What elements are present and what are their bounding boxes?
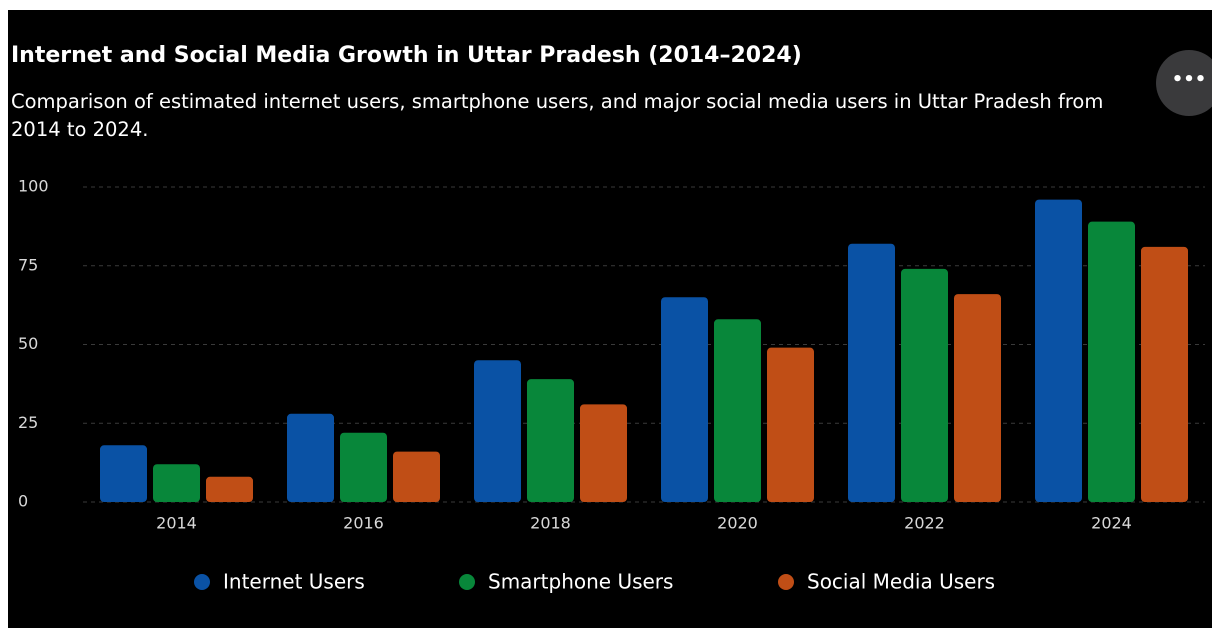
legend-label: Smartphone Users [488, 570, 673, 594]
chart-title: Internet and Social Media Growth in Utta… [11, 43, 802, 68]
x-tick-label: 2020 [717, 514, 758, 533]
legend-label: Social Media Users [807, 570, 995, 594]
y-tick-label: 75 [18, 255, 38, 274]
bar [1035, 199, 1082, 502]
bar [474, 360, 521, 502]
bar [206, 476, 253, 502]
more-button[interactable]: ••• [1156, 50, 1212, 116]
x-tick-label: 2016 [343, 514, 384, 533]
y-tick-label: 25 [18, 413, 38, 432]
chart-subtitle: Comparison of estimated internet users, … [11, 90, 1104, 141]
legend-swatch [459, 574, 475, 590]
bar [1141, 246, 1188, 502]
chart: 0 25 50 75 100 2014 2016 2018 2020 2022 2024 Intern… [18, 177, 1205, 594]
x-tick-label: 2018 [530, 514, 571, 533]
bar [901, 268, 948, 502]
bar [527, 379, 574, 502]
legend-swatch [194, 574, 210, 590]
bar [393, 451, 440, 502]
bar [287, 413, 334, 502]
y-tick-label: 50 [18, 334, 38, 353]
x-tick-label: 2022 [904, 514, 945, 533]
bar [661, 297, 708, 502]
legend-swatch [778, 574, 794, 590]
chart-panel: 0 25 50 75 100 2014 2016 2018 2020 2022 2024 Intern… [8, 10, 1212, 628]
x-tick-label: 2014 [156, 514, 197, 533]
x-tick-label: 2024 [1091, 514, 1132, 533]
bar [954, 294, 1001, 502]
bar [340, 432, 387, 502]
bar [100, 445, 147, 502]
bar [1088, 221, 1135, 502]
bar [714, 319, 761, 502]
bar [848, 243, 895, 502]
bar [153, 464, 200, 502]
y-tick-label: 100 [18, 177, 49, 196]
bar [767, 347, 814, 502]
legend-label: Internet Users [223, 570, 365, 594]
bar [580, 404, 627, 502]
y-tick-label: 0 [18, 492, 28, 511]
